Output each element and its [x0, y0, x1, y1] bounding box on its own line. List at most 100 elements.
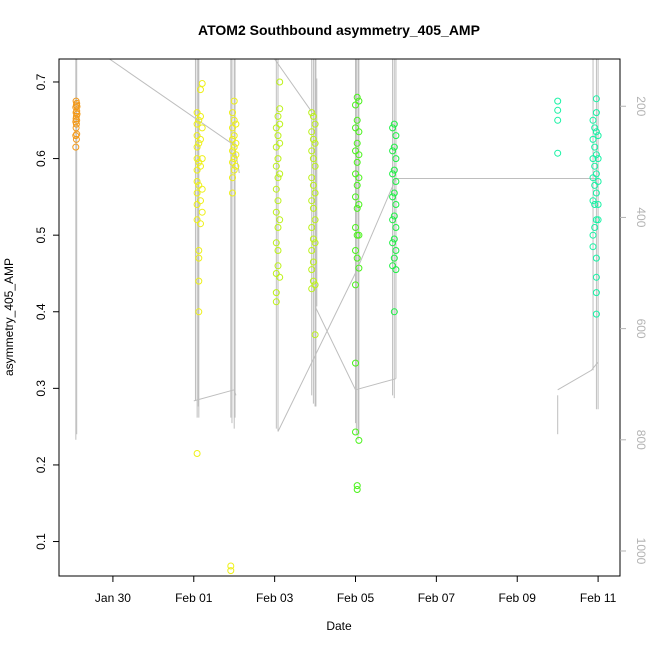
data-point: [272, 162, 280, 170]
data-point: [311, 189, 319, 197]
data-point: [198, 80, 206, 87]
data-point: [352, 101, 359, 109]
data-point: [276, 120, 284, 128]
data-point: [272, 239, 280, 247]
y-axis: 0.1 0.2 0.3 0.4 0.5 0.6 0.7: [34, 73, 59, 550]
data-point: [232, 151, 240, 159]
data-point: [589, 231, 597, 239]
data-point: [591, 224, 599, 231]
data-point: [274, 174, 282, 182]
data-point: [594, 178, 602, 185]
data-point: [589, 135, 597, 143]
data-point: [309, 181, 317, 189]
data-point: [392, 132, 400, 140]
data-point: [311, 331, 319, 339]
chart-title: ATOM2 Southbound asymmetry_405_AMP: [198, 22, 480, 38]
data-point: [589, 197, 597, 205]
data-point: [390, 120, 398, 128]
data-point: [392, 201, 400, 208]
data-point: [390, 166, 398, 174]
data-point: [309, 135, 317, 143]
data-point: [554, 106, 562, 114]
data-point: [589, 243, 597, 251]
y-axis-tick-label: 0.5: [34, 227, 48, 244]
data-point: [276, 139, 284, 147]
depth-profile-connector: [557, 361, 599, 391]
data-point: [193, 155, 201, 163]
y-axis-tick-label: 0.3: [34, 380, 48, 397]
y-axis-tick-label: 0.4: [34, 303, 48, 320]
data-point: [592, 273, 600, 281]
data-point: [197, 197, 204, 205]
data-point: [193, 216, 201, 224]
data-point: [308, 174, 316, 182]
data-point: [193, 450, 201, 457]
data-point: [353, 254, 361, 262]
data-point: [197, 220, 204, 228]
data-point: [592, 128, 600, 136]
data-point: [352, 247, 359, 254]
data-point: [390, 235, 398, 243]
data-point: [389, 239, 397, 247]
data-point: [592, 151, 600, 159]
data-point: [72, 135, 80, 143]
data-point: [390, 189, 398, 197]
data-point: [591, 181, 599, 189]
data-point: [230, 166, 238, 174]
y-axis-tick-label: 0.7: [34, 73, 48, 90]
data-point: [198, 124, 206, 132]
data-point: [195, 308, 203, 316]
x-axis-label: Date: [326, 619, 352, 633]
data-point: [274, 112, 282, 120]
data-point: [591, 201, 599, 208]
data-point: [592, 109, 600, 117]
data-point: [355, 436, 363, 444]
data-point: [272, 208, 280, 216]
data-point: [276, 78, 284, 86]
data-point: [353, 93, 361, 101]
data-point: [592, 254, 600, 262]
data-point: [554, 97, 562, 105]
data-point: [311, 239, 319, 247]
data-point: [390, 143, 398, 151]
data-point: [355, 97, 363, 105]
secondary-y-axis: 200 400 600 800 1000: [620, 96, 648, 565]
data-point: [392, 247, 400, 254]
data-point: [352, 224, 359, 231]
data-point: [229, 109, 236, 117]
data-point: [193, 143, 201, 151]
data-point: [232, 120, 240, 128]
data-point: [389, 124, 397, 132]
depth-profile-connector: [314, 306, 397, 391]
data-point: [390, 212, 398, 220]
data-point: [392, 155, 400, 163]
data-point: [353, 181, 361, 189]
data-point: [276, 216, 284, 224]
data-point: [195, 247, 203, 254]
data-point: [198, 185, 206, 193]
x-axis-tick-label: Feb 03: [256, 591, 294, 605]
secondary-y-axis-tick-label: 800: [634, 430, 648, 450]
data-point: [309, 277, 317, 285]
data-point: [392, 224, 400, 231]
data-point: [309, 235, 317, 243]
secondary-y-axis-tick-label: 400: [634, 207, 648, 227]
data-point: [592, 189, 600, 197]
x-axis-tick-label: Feb 09: [499, 591, 537, 605]
data-point: [592, 95, 600, 103]
data-point: [389, 147, 397, 155]
scatter-points-layer: [72, 78, 602, 575]
data-point: [309, 155, 317, 163]
data-point: [589, 155, 597, 163]
data-point: [230, 132, 238, 140]
x-axis-tick-label: Jan 30: [95, 591, 131, 605]
data-point: [193, 189, 201, 197]
data-point: [594, 155, 602, 163]
plot-area-frame: [58, 58, 621, 577]
x-axis-tick-label: Feb 07: [418, 591, 456, 605]
data-point: [276, 105, 284, 113]
data-point: [229, 135, 236, 143]
data-point: [232, 139, 240, 147]
data-point: [308, 285, 316, 293]
